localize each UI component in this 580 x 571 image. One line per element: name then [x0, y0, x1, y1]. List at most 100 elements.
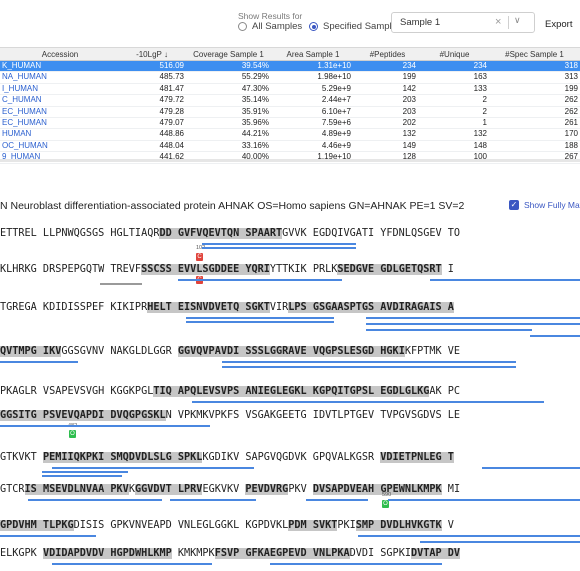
covered-peptide[interactable]: GPDVHM TLPKG — [0, 520, 74, 531]
clear-icon[interactable]: × — [495, 16, 502, 28]
peptide-bar[interactable] — [530, 335, 580, 337]
peptide-bar[interactable] — [170, 499, 256, 501]
covered-peptide[interactable]: LPS GSGAASPTGS AVDIRAGAIS A — [288, 302, 454, 313]
cell-uni: 163 — [473, 72, 487, 82]
cell-cov: 35.91% — [241, 106, 269, 116]
peptide-bar[interactable] — [366, 317, 580, 319]
covered-peptide[interactable]: VDIDAPDVDV HGPDWHLKMP — [42, 548, 172, 559]
specified-sample-radio[interactable]: Specified Sample — [309, 21, 397, 32]
covered-peptide[interactable]: TIQ APQLEVSVPS ANIEGLEGKL KGPQITGPSL EGD… — [153, 386, 430, 397]
uncovered-residues: MI — [441, 484, 461, 495]
export-button[interactable]: Export — [545, 19, 573, 30]
peptide-bar[interactable] — [222, 361, 516, 363]
cell-cov: 33.16% — [241, 140, 269, 150]
peptide-bar[interactable] — [388, 499, 580, 501]
cell-pep: 132 — [402, 129, 416, 139]
peptide-bar[interactable] — [186, 317, 334, 319]
peptide-bar[interactable] — [270, 563, 442, 565]
header-area[interactable]: Area Sample 1 — [286, 50, 340, 59]
peptide-bar[interactable] — [28, 499, 162, 501]
covered-peptide[interactable]: SEDGVE GDLGETQSRT — [337, 264, 442, 275]
sequence-line: ELKGPK VDIDAPDVDV HGPDWHLKMP KMKMPKFSVP … — [0, 548, 461, 560]
peptide-bar[interactable] — [202, 243, 356, 245]
table-row[interactable]: C_HUMAN 479.72 35.14% 2.44e+7 203 2 262 — [0, 95, 580, 107]
peptide-bar[interactable] — [222, 366, 516, 368]
peptide-bar[interactable] — [42, 475, 122, 477]
header-peptides[interactable]: #Peptides — [369, 50, 406, 59]
cell-pep: 203 — [402, 95, 416, 105]
cell-acc: C_HUMAN — [2, 95, 42, 105]
table-row[interactable]: EC_HUMAN 479.28 35.91% 6.10e+7 203 2 262 — [0, 107, 580, 118]
peptide-bar[interactable] — [420, 541, 580, 543]
peptide-bar[interactable] — [430, 279, 580, 281]
header-unique[interactable]: #Unique — [439, 50, 470, 59]
covered-peptide[interactable]: VDIETPNLEG T — [380, 452, 454, 463]
covered-peptide[interactable]: PDM SVKT — [288, 520, 338, 531]
covered-peptide[interactable]: DVSAPDVEAH GPEWNLKMPK — [312, 484, 442, 495]
cell-uni: 1 — [482, 117, 487, 127]
peptide-bar[interactable] — [0, 425, 210, 427]
horizontal-scrollbar[interactable] — [0, 159, 580, 162]
header-accession[interactable]: Accession — [41, 50, 79, 59]
radio-selected-icon — [309, 22, 318, 31]
uncovered-residues: GVVK EGDQIVGATI YFDNLQSGEV TO — [282, 228, 461, 239]
covered-peptide[interactable]: GGVQVPAVDI SSSLGGRAVE VQGPSLESGD HGKI — [177, 346, 405, 357]
table-row[interactable]: OC_HUMAN 448.04 33.16% 4.46e+9 149 148 188 — [0, 140, 580, 153]
uncovered-residues: ETTREL LLPNWQGSGS HGLTIAQR — [0, 228, 160, 239]
covered-peptide[interactable]: PEMIIQKPKI SMQDVDLSLG SPKL — [42, 452, 203, 463]
show-fully-label: Show Fully Mat — [524, 200, 580, 210]
covered-peptide[interactable]: DVTAP DV — [410, 548, 461, 559]
table-row[interactable]: NA_HUMAN 485.73 55.29% 1.98e+10 199 163 313 — [0, 72, 580, 84]
sample-select[interactable]: Sample 1 × ∨ — [391, 12, 535, 33]
cell-acc: OC_HUMAN — [2, 140, 48, 150]
modification-marker[interactable]: C — [196, 253, 203, 261]
protein-title: N Neuroblast differentiation-associated … — [0, 200, 465, 212]
covered-peptide[interactable]: IS MSEVDLNVAA PKV — [24, 484, 129, 495]
peptide-bar[interactable] — [52, 563, 212, 565]
peptide-bar[interactable] — [366, 329, 532, 331]
table-row[interactable]: I_HUMAN 481.47 47.30% 5.29e+9 142 133 199 — [0, 84, 580, 96]
peptide-bar[interactable] — [42, 471, 128, 473]
covered-peptide[interactable]: SMP DVDLHVKGTK — [355, 520, 442, 531]
table-row[interactable]: K_HUMAN 516.09 39.54% 1.31e+10 234 234 318 — [0, 61, 580, 73]
peptide-bar[interactable] — [358, 535, 580, 537]
modification-marker[interactable]: O — [382, 500, 389, 508]
modification-marker[interactable]: O — [69, 430, 76, 438]
header-lgp[interactable]: -10LgP ↓ — [136, 50, 168, 59]
uncovered-residues: PKV — [288, 484, 313, 495]
uncovered-residues: YTTKIK PRLK — [269, 264, 338, 275]
cell-area: 1.19e+10 — [317, 152, 351, 162]
table-row[interactable]: EC_HUMAN 479.07 35.96% 7.59e+6 202 1 261 — [0, 117, 580, 130]
cell-area: 7.59e+6 — [321, 117, 351, 127]
covered-peptide[interactable]: DD GVFVQEVTQN SPAART — [159, 228, 283, 239]
covered-peptide[interactable]: FSVP GFKAEGPEVD VNLPKA — [214, 548, 350, 559]
uncovered-residues: VIR — [269, 302, 289, 313]
table-row[interactable]: HUMAN 448.86 44.21% 4.89e+9 132 132 170 — [0, 129, 580, 141]
peptide-bar[interactable] — [192, 401, 544, 403]
peptide-bar[interactable] — [52, 467, 254, 469]
header-spec[interactable]: #Spec Sample 1 — [505, 50, 564, 59]
peptide-bar[interactable] — [306, 499, 368, 501]
peptide-bar[interactable] — [186, 321, 334, 323]
covered-peptide[interactable]: HELT EISNVDVETQ SGKT — [147, 302, 270, 313]
covered-peptide[interactable]: PEVDVRG — [245, 484, 289, 495]
peptide-bar[interactable] — [202, 247, 356, 249]
peptide-bar[interactable] — [178, 279, 342, 281]
peptide-bar[interactable] — [0, 535, 96, 537]
peptide-bar[interactable] — [482, 467, 580, 469]
cell-spec: 261 — [564, 117, 578, 127]
peptide-bar[interactable] — [0, 361, 78, 363]
chevron-down-icon[interactable]: ∨ — [514, 15, 521, 25]
cell-uni: 100 — [473, 152, 487, 162]
show-fully-matched-checkbox[interactable]: ✓ Show Fully Mat — [509, 200, 580, 210]
covered-peptide[interactable]: QVTMPG IKV — [0, 346, 62, 357]
covered-peptide[interactable]: GGVDVT LPRV — [134, 484, 203, 495]
covered-peptide[interactable]: SSCSS EVVLSGDDEE YQRI — [141, 264, 270, 275]
header-coverage[interactable]: Coverage Sample 1 — [193, 50, 264, 59]
results-toolbar: Show Results for All Samples Specified S… — [0, 0, 580, 44]
peptide-bar[interactable] — [100, 283, 142, 285]
all-samples-radio[interactable]: All Samples — [238, 21, 302, 32]
peptide-bar[interactable] — [366, 323, 580, 325]
table-row[interactable]: 9_HUMAN 441.62 40.00% 1.19e+10 128 100 267 — [0, 152, 580, 164]
covered-peptide[interactable]: GGSITG PSVEVQAPDI DVQGPGSKL — [0, 410, 166, 421]
